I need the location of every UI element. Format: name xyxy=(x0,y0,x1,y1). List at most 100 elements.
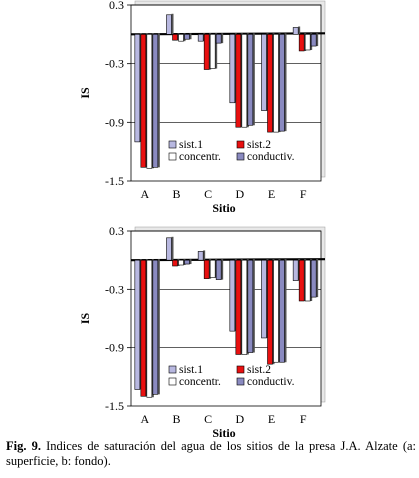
bar-A-sist.1 xyxy=(134,34,141,143)
bar-E-concentr. xyxy=(273,259,279,363)
bar-D-sist.1 xyxy=(229,259,236,332)
bar-depth-B-0 xyxy=(171,236,174,261)
legend-swatch-sist.2 xyxy=(236,140,245,149)
x-tick-label: F xyxy=(300,412,307,426)
bar-B-concentr. xyxy=(178,259,184,266)
legend: sist.1 sist.2 concentr. conductiv. xyxy=(168,139,295,163)
bar-D-concentr. xyxy=(241,34,248,128)
x-tick-label: D xyxy=(235,187,244,201)
legend-swatch-concentr. xyxy=(168,152,177,161)
bar-depth-E-3 xyxy=(284,259,287,363)
bar-E-sist.1 xyxy=(261,259,267,339)
figure-caption: Fig. 9. Indices de saturación del agua d… xyxy=(6,439,416,469)
bar-F-sist.2 xyxy=(298,259,305,302)
y-axis-label: IS xyxy=(78,87,92,99)
x-tick-label: E xyxy=(268,187,275,201)
x-tick-label: A xyxy=(140,187,149,201)
bar-A-concentr. xyxy=(146,259,153,398)
y-tick-label: -0.3 xyxy=(105,57,124,71)
y-tick-label: -1.5 xyxy=(105,174,124,188)
bar-B-concentr. xyxy=(178,34,184,42)
y-tick-label: -0.9 xyxy=(105,115,124,129)
bar-depth-B-3 xyxy=(189,33,192,40)
bar-depth-B-3 xyxy=(189,259,192,265)
legend-label: conductiv. xyxy=(247,376,295,388)
bar-F-conductiv. xyxy=(310,34,317,47)
bar-B-sist.2 xyxy=(172,259,178,267)
y-tick-label: 0.3 xyxy=(109,224,124,238)
bar-C-sist.2 xyxy=(203,259,210,279)
legend-label: sist.2 xyxy=(247,139,271,151)
legend-swatch-sist.1 xyxy=(168,140,177,149)
bar-depth-D-3 xyxy=(252,33,255,126)
bar-F-sist.1 xyxy=(292,259,299,281)
bar-D-conductiv. xyxy=(247,34,254,126)
x-tick-label: C xyxy=(204,412,212,426)
legend-swatch-conductiv. xyxy=(236,152,245,161)
zero-baseline xyxy=(130,258,326,262)
x-tick-label: B xyxy=(172,412,180,426)
legend: sist.1 sist.2 concentr. conductiv. xyxy=(168,364,295,388)
bar-E-concentr. xyxy=(273,34,279,133)
bar-depth-A-3 xyxy=(157,259,160,395)
bar-depth-C-0 xyxy=(203,250,206,261)
legend-label: conductiv. xyxy=(247,151,295,163)
x-axis-label: Sitio xyxy=(212,426,235,440)
bar-B-conductiv. xyxy=(184,259,190,265)
bar-F-concentr. xyxy=(304,259,311,302)
bar-D-sist.2 xyxy=(235,259,242,355)
bar-D-sist.2 xyxy=(235,34,242,128)
x-tick-label: A xyxy=(140,412,149,426)
legend-label: sist.1 xyxy=(179,364,203,376)
bar-B-conductiv. xyxy=(184,34,190,40)
bar-C-concentr. xyxy=(209,34,216,69)
x-tick-label: B xyxy=(172,187,180,201)
bar-E-conductiv. xyxy=(279,259,285,363)
bar-depth-C-3 xyxy=(221,33,224,44)
bar-A-sist.2 xyxy=(140,34,147,168)
bar-depth-D-3 xyxy=(252,259,255,353)
legend-label: concentr. xyxy=(179,376,221,388)
bar-B-sist.1 xyxy=(166,14,172,35)
bar-E-sist.2 xyxy=(267,259,273,365)
bar-depth-E-3 xyxy=(284,33,287,132)
bar-depth-F-3 xyxy=(316,33,319,47)
bar-B-sist.2 xyxy=(172,34,178,41)
bar-C-concentr. xyxy=(209,259,216,278)
chart-a: 0.3 -0.3 -0.9 -1.5 A B C D E F Sitio IS sist.1 sist.2… xyxy=(78,0,326,215)
bar-A-sist.2 xyxy=(140,259,147,397)
bar-depth-F-0 xyxy=(298,26,301,35)
bar-C-sist.1 xyxy=(197,251,204,261)
bar-depth-F-3 xyxy=(316,259,319,298)
y-axis-label: IS xyxy=(78,313,92,325)
bar-depth-B-0 xyxy=(171,13,174,35)
bar-A-conductiv. xyxy=(152,34,159,168)
chart-b: 0.3 -0.3 -0.9 -1.5 A B C D E F Sitio IS sist.1 sist.2… xyxy=(78,224,326,440)
bar-C-sist.2 xyxy=(203,34,210,70)
bar-F-concentr. xyxy=(304,34,311,51)
bar-F-sist.2 xyxy=(298,34,305,52)
legend-swatch-sist.2 xyxy=(236,365,245,374)
zero-baseline xyxy=(130,32,326,36)
x-tick-label: E xyxy=(268,412,275,426)
bar-E-sist.2 xyxy=(267,34,273,133)
y-tick-label: -1.5 xyxy=(105,399,124,413)
y-tick-label: -0.9 xyxy=(105,341,124,355)
legend-swatch-sist.1 xyxy=(168,365,177,374)
x-tick-label: F xyxy=(300,187,307,201)
bar-C-conductiv. xyxy=(215,34,222,44)
bar-D-conductiv. xyxy=(247,259,254,353)
legend-swatch-concentr. xyxy=(168,377,177,386)
y-tick-label: -0.3 xyxy=(105,282,124,296)
bar-C-conductiv. xyxy=(215,259,222,280)
bar-A-concentr. xyxy=(146,34,153,169)
bar-D-sist.1 xyxy=(229,34,236,104)
caption-label: Fig. 9. xyxy=(6,439,41,453)
bar-B-sist.1 xyxy=(166,237,172,261)
legend-swatch-conductiv. xyxy=(236,377,245,386)
bar-A-sist.1 xyxy=(134,259,141,390)
x-axis-label: Sitio xyxy=(212,201,235,215)
legend-label: sist.1 xyxy=(179,139,203,151)
legend-label: concentr. xyxy=(179,151,221,163)
